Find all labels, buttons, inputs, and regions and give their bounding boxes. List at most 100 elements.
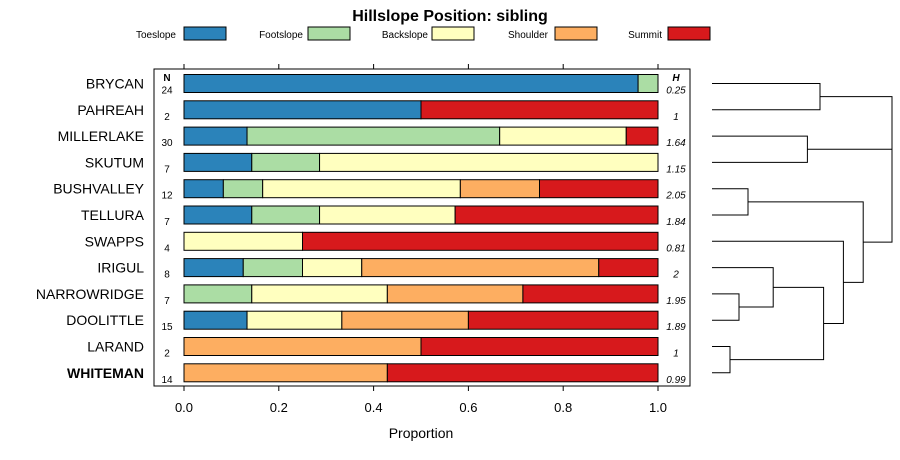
bar-segment-footslope (242, 258, 303, 278)
bar-segment-summit (522, 284, 659, 304)
bar-segment-backslope (262, 179, 461, 199)
dendrogram-branch (748, 201, 864, 283)
bar-segment-summit (467, 310, 659, 330)
n-value: 15 (161, 322, 173, 333)
n-value: 14 (161, 375, 173, 386)
bar-segment-footslope (637, 74, 659, 93)
n-value: 7 (164, 296, 170, 307)
row-label: NARROWRIDGE (36, 286, 144, 302)
row-label: SKUTUM (85, 154, 144, 170)
bar-segment-backslope (183, 231, 303, 251)
bar-segment-backslope (302, 258, 363, 278)
bar-segment-toeslope (183, 74, 639, 93)
bar-row-swapps: SWAPPS 4 0.81 (85, 231, 686, 254)
bar-segment-footslope (222, 179, 264, 199)
bar-segment-footslope (246, 126, 501, 146)
h-value: 1 (673, 112, 679, 123)
legend-label-toeslope: Toeslope (136, 30, 176, 41)
legend-label-backslope: Backslope (382, 30, 429, 41)
h-value: 1.95 (666, 296, 686, 307)
legend-label-footslope: Footslope (259, 30, 303, 41)
h-value: 1.15 (666, 164, 686, 175)
bar-row-larand: LARAND 2 1 (87, 337, 679, 360)
h-value: 1.64 (666, 138, 686, 149)
bar-segment-shoulder (183, 337, 422, 356)
n-value: 4 (164, 243, 170, 254)
bar-segment-backslope (499, 126, 627, 146)
dendrogram-branch (712, 83, 821, 111)
legend-swatch-toeslope (183, 26, 227, 41)
bar-row-millerlake: MILLERLAKE 30 1.64 (58, 126, 686, 149)
plot-frame (153, 68, 691, 387)
bar-segment-shoulder (459, 179, 541, 199)
row-label: LARAND (87, 339, 144, 355)
bar-row-irigul: IRIGUL 8 2 (97, 258, 679, 281)
legend-swatch-backslope (431, 26, 475, 41)
bar-segment-toeslope (183, 310, 248, 330)
h-value: 0.81 (666, 243, 685, 254)
x-axis: 0.0 0.2 0.4 0.6 0.8 1.0 (175, 64, 667, 415)
h-value: 1 (673, 349, 679, 360)
h-value: 2 (672, 270, 679, 281)
h-value: 1.89 (666, 322, 686, 333)
bar-segment-summit (386, 363, 659, 383)
legend-label-shoulder: Shoulder (508, 30, 549, 41)
row-label: BRYCAN (86, 76, 144, 92)
bar-segment-shoulder (183, 363, 388, 383)
bar-segment-summit (539, 179, 659, 199)
h-column-header: H (672, 73, 680, 84)
x-tick-label: 0.6 (459, 400, 477, 415)
bar-row-bushvalley: BUSHVALLEY 12 2.05 (53, 179, 686, 202)
dendrogram-branch (712, 346, 731, 374)
n-value: 24 (161, 86, 173, 97)
n-value: 7 (164, 164, 170, 175)
bar-segment-summit (420, 337, 659, 356)
n-value: 2 (164, 349, 170, 360)
bar-row-narrowridge: NARROWRIDGE 7 1.95 (36, 284, 686, 307)
row-label: PAHREAH (77, 102, 144, 118)
bar-segment-shoulder (341, 310, 469, 330)
dendrogram-branch (712, 188, 749, 216)
row-label: DOOLITTLE (66, 312, 144, 328)
x-tick-label: 0.8 (554, 400, 572, 415)
bar-segment-footslope (251, 205, 321, 225)
x-tick-label: 0.2 (270, 400, 288, 415)
x-tick-label: 1.0 (649, 400, 667, 415)
x-tick-label: 0.4 (365, 400, 383, 415)
dendrogram-branch (730, 286, 825, 361)
n-value: 8 (164, 270, 170, 281)
bar-segment-toeslope (183, 152, 253, 172)
dendrogram-branch (712, 293, 740, 321)
bar-row-brycan: BRYCAN 24 0.25 (86, 74, 686, 97)
legend-swatch-summit (667, 26, 711, 41)
n-value: 2 (164, 112, 170, 123)
h-value: 0.99 (666, 375, 686, 386)
bar-segment-footslope (251, 152, 321, 172)
bar-segment-toeslope (183, 100, 422, 120)
legend-label-summit: Summit (628, 30, 662, 41)
chart-title: Hillslope Position: sibling (352, 8, 548, 25)
bar-segment-shoulder (361, 258, 600, 278)
row-label: SWAPPS (85, 233, 144, 249)
bar-row-pahreah: PAHREAH 2 1 (77, 100, 679, 123)
n-value: 30 (161, 138, 173, 149)
n-value: 7 (164, 217, 170, 228)
bar-segment-summit (598, 258, 659, 278)
bar-segment-backslope (319, 152, 659, 172)
legend: Toeslope Footslope Backslope Shoulder Summit (136, 26, 711, 41)
legend-swatch-footslope (307, 26, 351, 41)
bar-segment-summit (625, 126, 659, 146)
row-label: BUSHVALLEY (53, 181, 144, 197)
dendrogram-branch (863, 122, 893, 243)
bar-segment-backslope (319, 205, 456, 225)
h-value: 1.84 (666, 217, 686, 228)
bar-segment-summit (302, 231, 659, 251)
bar-segment-toeslope (183, 179, 224, 199)
bar-segment-toeslope (183, 205, 253, 225)
h-value: 0.25 (666, 86, 686, 97)
x-tick-label: 0.0 (175, 400, 193, 415)
bar-row-tellura: TELLURA 7 1.84 (81, 205, 686, 228)
bar-segment-footslope (183, 284, 253, 304)
